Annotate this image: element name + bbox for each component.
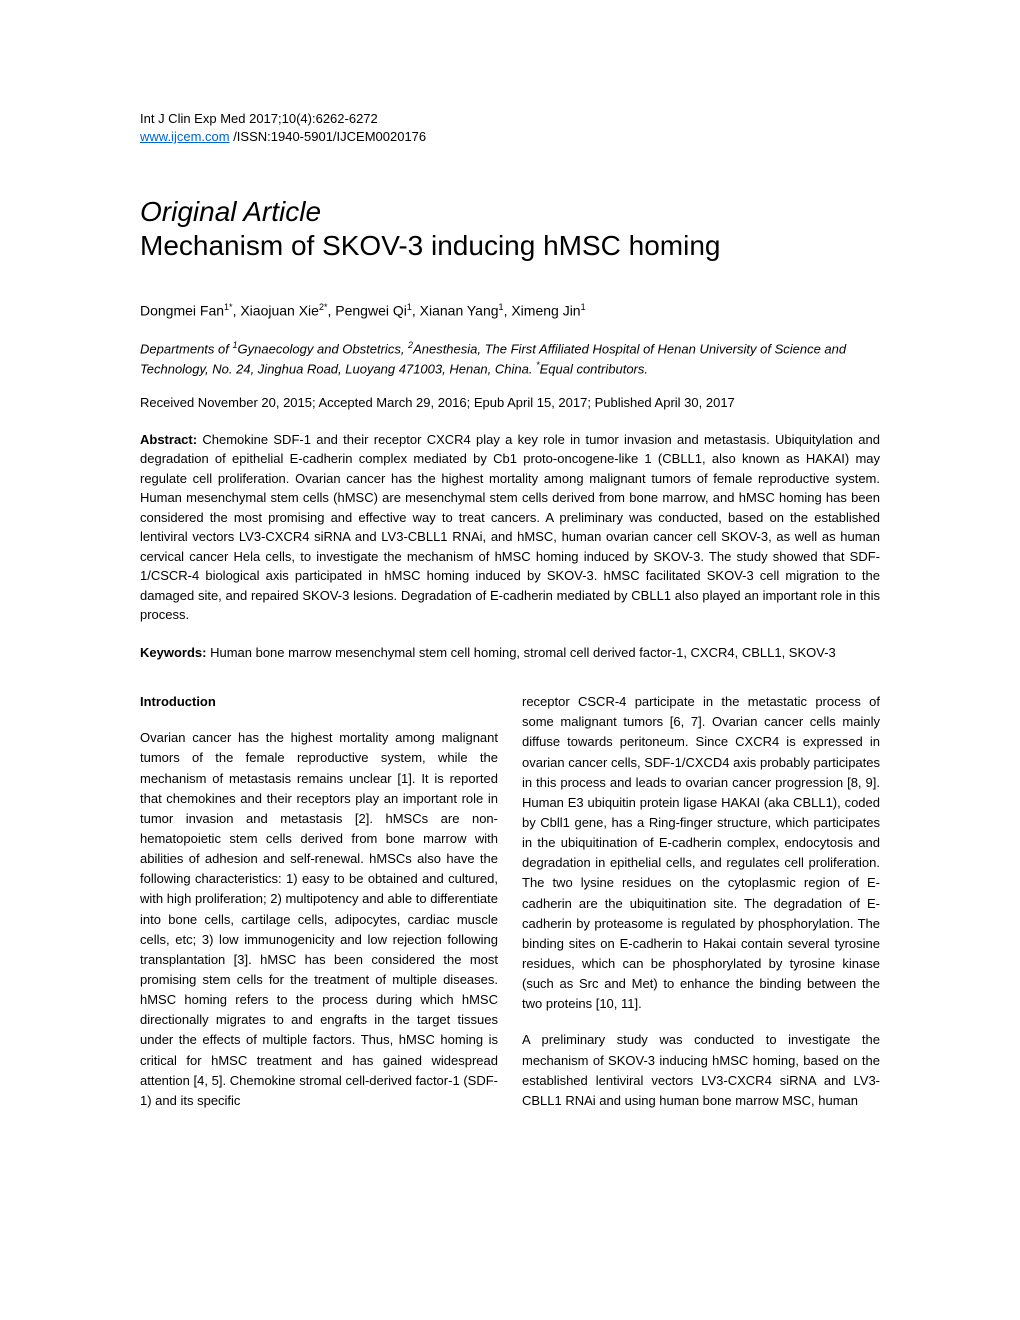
abstract-block: Abstract: Chemokine SDF-1 and their rece… (140, 430, 880, 625)
affiliations: Departments of 1Gynaecology and Obstetri… (140, 339, 880, 379)
right-column: receptor CSCR-4 participate in the metas… (522, 692, 880, 1127)
keywords-text: Human bone marrow mesenchymal stem cell … (206, 645, 835, 660)
body-paragraph: receptor CSCR-4 participate in the metas… (522, 692, 880, 1014)
journal-reference: Int J Clin Exp Med 2017;10(4):6262-6272 (140, 111, 378, 126)
section-heading-introduction: Introduction (140, 692, 498, 712)
authors-list: Dongmei Fan1*, Xiaojuan Xie2*, Pengwei Q… (140, 302, 880, 319)
article-title: Mechanism of SKOV-3 inducing hMSC homing (140, 230, 880, 262)
header-metadata: Int J Clin Exp Med 2017;10(4):6262-6272 … (140, 110, 880, 146)
article-type: Original Article (140, 196, 880, 228)
keywords-block: Keywords: Human bone marrow mesenchymal … (140, 643, 880, 663)
body-paragraph: A preliminary study was conducted to inv… (522, 1030, 880, 1111)
left-column: Introduction Ovarian cancer has the high… (140, 692, 498, 1127)
keywords-label: Keywords: (140, 645, 206, 660)
body-columns: Introduction Ovarian cancer has the high… (140, 692, 880, 1127)
abstract-text: Chemokine SDF-1 and their receptor CXCR4… (140, 432, 880, 623)
body-paragraph: Ovarian cancer has the highest mortality… (140, 728, 498, 1111)
publication-dates: Received November 20, 2015; Accepted Mar… (140, 395, 880, 410)
journal-website-link[interactable]: www.ijcem.com (140, 129, 230, 144)
abstract-label: Abstract: (140, 432, 197, 447)
issn-text: /ISSN:1940-5901/IJCEM0020176 (230, 129, 427, 144)
